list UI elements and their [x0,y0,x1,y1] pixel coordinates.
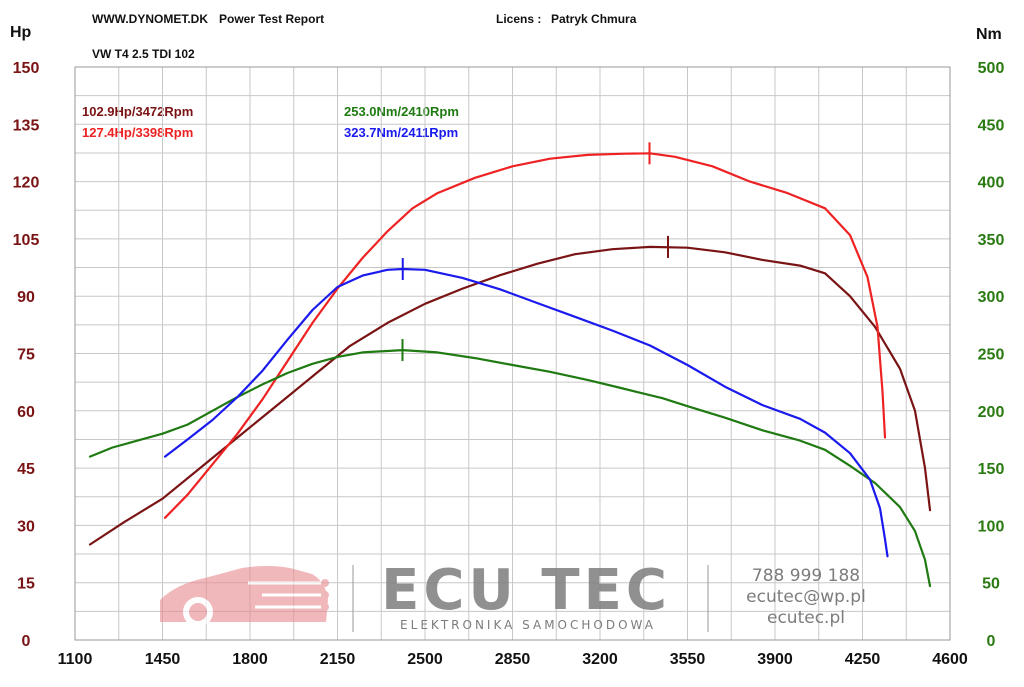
hp-stock-curve [88,245,932,546]
grid-lines [74,66,951,641]
nm-tick-label: 300 [978,289,1005,306]
nm-tick-label: 50 [982,576,1000,593]
series-group [88,142,932,588]
x-tick-label: 3550 [670,651,706,668]
nm-tick-label: 200 [978,404,1005,421]
hp-tick-label: 90 [17,289,35,306]
hp-tick-label: 120 [13,175,40,192]
x-tick-label: 3200 [582,651,618,668]
x-tick-label: 2500 [407,651,443,668]
plot-frame [74,66,951,641]
hp-tick-label: 105 [13,232,40,249]
nm-axis-unit: Nm [976,26,1002,43]
watermark-tagline: ELEKTRONIKA SAMOCHODOWA [400,618,656,632]
annotation-nm-stock-peak: 253.0Nm/2410Rpm [344,104,459,119]
hp-tick-label: 0 [22,633,31,650]
x-tick-label: 3900 [757,651,793,668]
header-report-title: Power Test Report [219,12,325,26]
nm-tick-label: 150 [978,461,1005,478]
header-licens-name: Patryk Chmura [551,12,637,26]
watermark-website: ecutec.pl [767,608,845,628]
nm-stock-curve [88,349,932,588]
hp-tuned-curve [163,152,887,519]
annotation-hp-tuned-peak: 127.4Hp/3398Rpm [82,125,194,140]
hp-tick-label: 60 [17,404,35,421]
nm-tick-label: 0 [987,633,996,650]
x-tick-label: 1100 [58,651,93,668]
annotation-nm-tuned-peak: 323.7Nm/2411Rpm [344,125,459,140]
hp-tick-label: 75 [17,347,35,364]
hp-tick-label: 45 [17,461,35,478]
watermark-email: ecutec@wp.pl [746,587,866,607]
annotation-hp-stock-peak: 102.9Hp/3472Rpm [82,104,194,119]
x-tick-label: 2150 [320,651,356,668]
x-tick-label: 2850 [495,651,531,668]
watermark-phone: 788 999 188 [752,566,860,586]
header-licens-label: Licens : [496,12,542,26]
x-tick-label: 1450 [145,651,181,668]
car-logo-icon [160,566,329,627]
ecu-tec-watermark: ECU TEC ELEKTRONIKA SAMOCHODOWA 788 999 … [160,558,866,632]
hp-axis-unit: Hp [10,24,32,41]
header-vehicle: VW T4 2.5 TDI 102 [92,47,195,61]
header-site: WWW.DYNOMET.DK [92,12,208,26]
x-tick-label: 4250 [845,651,881,668]
nm-tick-labels: 0 50 100 150 200 250 300 350 400 450 500 [978,60,1005,650]
nm-tick-label: 250 [978,347,1005,364]
nm-tick-label: 500 [978,60,1005,77]
nm-tick-label: 400 [978,175,1005,192]
hp-tick-labels: 0 15 30 45 60 75 90 105 120 135 150 [13,60,40,650]
x-tick-label: 4600 [932,651,968,668]
hp-tick-label: 150 [13,60,40,77]
hp-tick-label: 30 [17,518,35,535]
watermark-brand: ECU TEC [381,558,671,623]
nm-tick-label: 100 [978,518,1005,535]
nm-tick-label: 350 [978,232,1005,249]
nm-tick-label: 450 [978,117,1005,134]
x-tick-label: 1800 [232,651,268,668]
hp-tick-label: 15 [17,576,35,593]
hp-tick-label: 135 [13,117,40,134]
nm-tuned-curve [163,267,889,558]
x-tick-labels: 1100 1450 1800 2150 2500 2850 3200 3550 3900 4250… [58,651,968,668]
